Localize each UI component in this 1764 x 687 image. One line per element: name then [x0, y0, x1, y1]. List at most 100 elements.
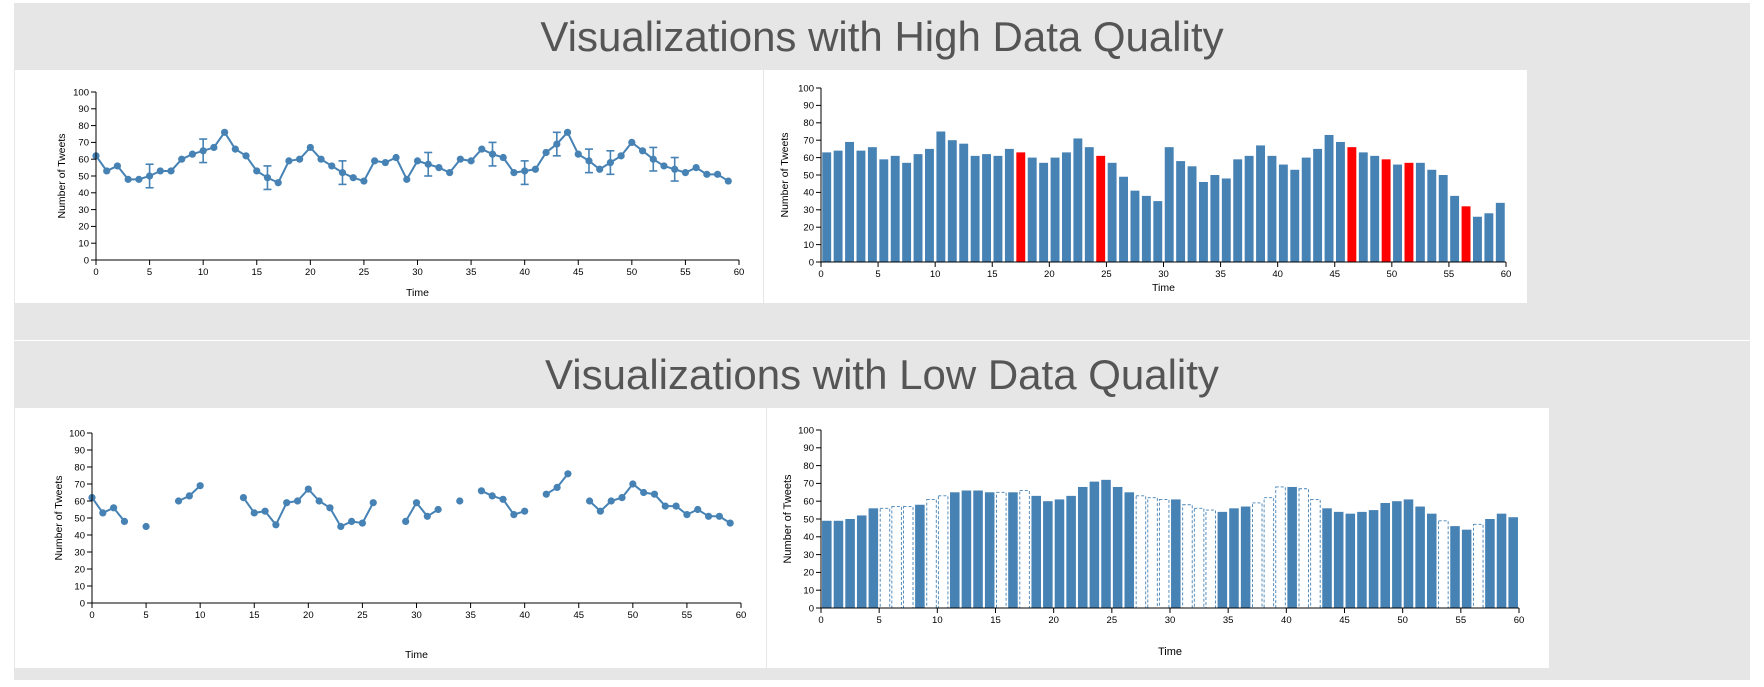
- data-point: [315, 497, 323, 505]
- bar: [1039, 162, 1049, 262]
- bar: [1221, 178, 1231, 262]
- bar: [1256, 145, 1265, 262]
- high-quality-line-panel: 0 10 20 30 40 50 60 70 80 90 100 0 5 10 15 20 25 30 35 40 45…: [15, 70, 763, 303]
- data-point: [477, 487, 485, 495]
- bar: [1008, 492, 1018, 608]
- y-tick-label: 50: [74, 513, 85, 524]
- data-point: [704, 512, 713, 520]
- x-tick-label: 50: [1397, 615, 1408, 626]
- bar: [915, 504, 925, 608]
- bar: [1403, 499, 1414, 608]
- bar: [1004, 148, 1014, 262]
- bar: [1473, 216, 1482, 262]
- data-point: [726, 519, 734, 527]
- bar: [1066, 495, 1076, 608]
- data-point: [293, 497, 302, 505]
- bar: [1336, 141, 1345, 262]
- data-point: [510, 169, 518, 177]
- data-point: [672, 502, 680, 510]
- x-tick-label: 25: [357, 610, 368, 621]
- bar: [959, 143, 969, 262]
- bar-dashed: [937, 495, 949, 609]
- x-tick-label: 5: [147, 267, 152, 278]
- y-tick-label: 20: [78, 222, 89, 233]
- bar: [1415, 162, 1425, 262]
- data-point: [596, 507, 604, 515]
- data-point: [683, 511, 691, 519]
- x-tick-label: 40: [1272, 269, 1283, 280]
- bar-dashed: [1298, 488, 1310, 609]
- data-point: [574, 150, 582, 158]
- bar: [1358, 152, 1368, 262]
- x-tick-label: 20: [303, 610, 314, 621]
- bar: [1199, 181, 1208, 262]
- data-point: [521, 507, 529, 515]
- bar: [1084, 147, 1094, 262]
- bar: [1240, 506, 1251, 608]
- bar: [1244, 155, 1254, 262]
- data-point: [272, 521, 280, 529]
- x-tick-label: 30: [411, 610, 422, 621]
- bar: [970, 155, 980, 262]
- data-point: [110, 504, 118, 512]
- bar-dashed: [996, 491, 1007, 609]
- data-point: [124, 175, 132, 183]
- bar: [868, 508, 879, 608]
- y-tick-label: 0: [84, 255, 89, 266]
- bar: [1427, 169, 1437, 262]
- y-tick-label: 40: [78, 188, 89, 199]
- bar: [984, 492, 995, 608]
- data-point: [629, 480, 637, 488]
- y-tick-label: 20: [803, 568, 814, 579]
- x-tick-label: 35: [1223, 615, 1234, 626]
- data-point: [369, 499, 377, 507]
- data-point: [692, 164, 700, 172]
- bar-dashed: [1205, 509, 1216, 609]
- data-point: [199, 147, 207, 155]
- data-point: [553, 483, 561, 491]
- bar: [1333, 511, 1344, 608]
- y-tick-label: 30: [74, 547, 85, 558]
- y-tick-label: 100: [69, 428, 85, 439]
- bar: [1073, 138, 1083, 262]
- data-point: [285, 157, 293, 165]
- bar-dashed: [879, 507, 891, 609]
- y-axis-label: Number of Tweets: [779, 132, 791, 217]
- data-point: [671, 165, 679, 173]
- data-point: [456, 155, 464, 163]
- x-axis-label: Time: [405, 649, 428, 661]
- y-tick-label: 30: [78, 205, 89, 216]
- x-axis-label: Time: [406, 287, 429, 299]
- data-point: [661, 502, 669, 510]
- x-tick-label: 0: [818, 615, 823, 626]
- data-point: [103, 167, 111, 175]
- data-point: [553, 140, 561, 148]
- data-point: [638, 147, 647, 155]
- y-tick-label: 100: [73, 87, 89, 98]
- y-tick-label: 100: [798, 83, 814, 94]
- x-tick-label: 0: [818, 269, 823, 280]
- data-point: [423, 512, 431, 520]
- data-point: [488, 150, 497, 158]
- data-point: [412, 499, 421, 507]
- x-tick-label: 5: [877, 615, 882, 626]
- bar: [1461, 529, 1472, 608]
- y-tick-label: 0: [809, 257, 814, 268]
- data-point: [510, 511, 518, 519]
- x-tick-label: 60: [734, 267, 745, 278]
- bar: [822, 152, 832, 262]
- bar: [856, 515, 867, 608]
- x-tick-label: 50: [627, 267, 638, 278]
- data-point: [304, 485, 312, 493]
- low-quality-line-panel: 0 10 20 30 40 50 60 70 80 90 100 0 5 10 15 20 25 30 35 40 45…: [15, 408, 766, 668]
- low-quality-bar-chart: 0 10 20 30 40 50 60 70 80 90 100 0 5 10 15 20 25 30 35 40 45…: [782, 425, 1524, 658]
- x-tick-label: 25: [1107, 615, 1118, 626]
- data-point: [174, 497, 183, 505]
- bar: [867, 147, 877, 262]
- x-tick-label: 35: [466, 267, 477, 278]
- data-point: [145, 172, 154, 180]
- x-tick-label: 40: [1281, 615, 1292, 626]
- x-tick-label: 10: [198, 267, 209, 278]
- bar: [1370, 155, 1380, 262]
- y-tick-label: 0: [80, 598, 85, 609]
